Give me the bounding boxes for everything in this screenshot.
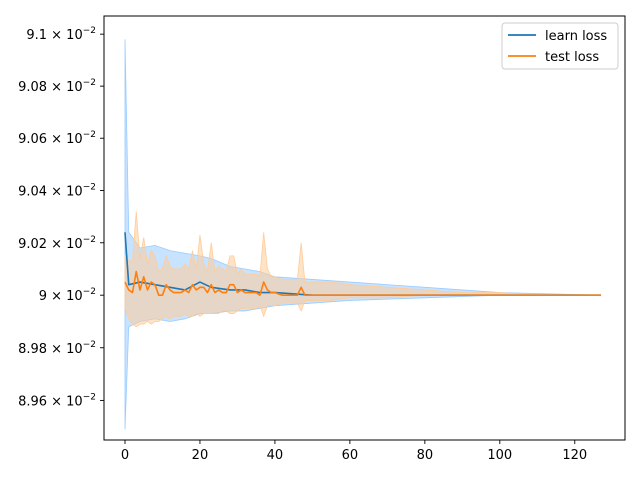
x-tick-label: 40 (267, 448, 284, 463)
band-test-loss (124, 211, 602, 328)
y-tick-label: 9.1 × 10−2 (26, 26, 96, 43)
plot-frame (103, 15, 626, 441)
series-lines (124, 232, 602, 296)
y-tick-label: 8.98 × 10−2 (18, 340, 96, 357)
y-tick-label: 9 × 10−2 (39, 287, 96, 304)
confidence-bands (124, 39, 602, 430)
x-tick-label: 100 (487, 448, 512, 463)
x-tick-label: 20 (192, 448, 209, 463)
x-tick-label: 0 (121, 448, 129, 463)
x-tick-label: 60 (342, 448, 359, 463)
x-tick-label: 120 (562, 448, 587, 463)
line-test-loss (124, 270, 602, 296)
y-tick-label: 9.04 × 10−2 (18, 182, 96, 199)
band-learn-loss (124, 39, 602, 430)
x-axis-ticks: 0 20 40 60 80 100 120 (121, 440, 587, 463)
legend-label-test-loss: test loss (545, 50, 599, 65)
y-tick-label: 9.02 × 10−2 (18, 235, 96, 252)
legend-label-learn-loss: learn loss (545, 29, 607, 44)
legend: learn loss test loss (501, 22, 619, 70)
y-tick-label: 8.96 × 10−2 (18, 392, 96, 409)
y-tick-label: 9.08 × 10−2 (18, 78, 96, 95)
y-axis-ticks: 8.96 × 10−2 8.98 × 10−2 9 × 10−2 9.02 × 10−… (18, 26, 104, 409)
y-tick-label: 9.06 × 10−2 (18, 130, 96, 147)
x-tick-label: 80 (417, 448, 434, 463)
